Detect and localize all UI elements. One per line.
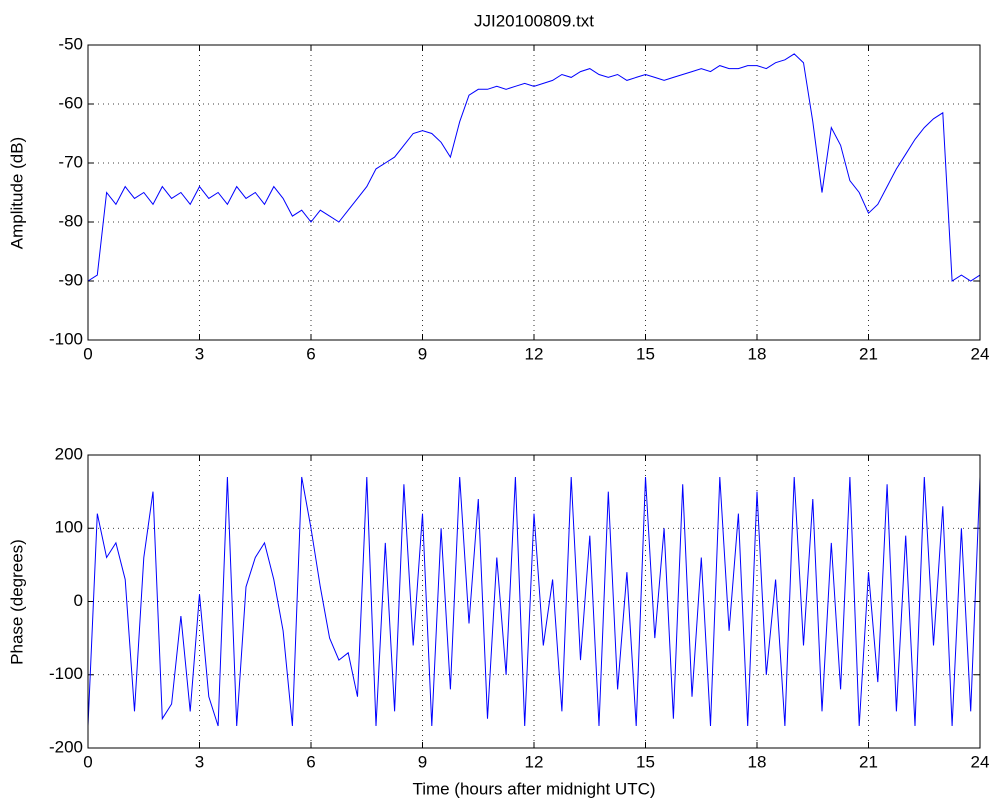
axes-box xyxy=(87,44,981,341)
x-tick-label: 0 xyxy=(83,752,92,771)
x-tick-label: 15 xyxy=(636,344,655,363)
chart-title: JJI20100809.txt xyxy=(474,11,594,30)
y-tick-label: -50 xyxy=(58,34,83,53)
y-tick-label: 100 xyxy=(55,518,83,537)
y-tick-label: 200 xyxy=(55,444,83,463)
y-tick-label: -60 xyxy=(58,93,83,112)
x-axis-label: Time (hours after midnight UTC) xyxy=(412,779,655,798)
x-tick-label: 21 xyxy=(859,344,878,363)
x-tick-label: 6 xyxy=(306,344,315,363)
x-tick-label: 0 xyxy=(83,344,92,363)
x-tick-label: 9 xyxy=(418,752,427,771)
x-tick-label: 18 xyxy=(748,344,767,363)
x-tick-label: 24 xyxy=(971,344,990,363)
y-axis-label: Phase (degrees) xyxy=(7,539,26,665)
axes-box xyxy=(87,454,981,749)
x-tick-label: 9 xyxy=(418,344,427,363)
x-tick-label: 6 xyxy=(306,752,315,771)
y-tick-label: 0 xyxy=(74,591,83,610)
x-tick-label: 18 xyxy=(748,752,767,771)
x-tick-label: 15 xyxy=(636,752,655,771)
y-tick-label: -200 xyxy=(49,737,83,756)
x-tick-label: 12 xyxy=(525,344,544,363)
x-tick-label: 3 xyxy=(195,752,204,771)
x-tick-label: 21 xyxy=(859,752,878,771)
x-tick-label: 24 xyxy=(971,752,990,771)
y-tick-label: -90 xyxy=(58,270,83,289)
data-line xyxy=(87,53,981,282)
y-tick-label: -80 xyxy=(58,211,83,230)
y-tick-label: -100 xyxy=(49,664,83,683)
data-line xyxy=(87,476,981,727)
x-tick-label: 12 xyxy=(525,752,544,771)
y-axis-label: Amplitude (dB) xyxy=(7,137,26,249)
y-tick-label: -70 xyxy=(58,152,83,171)
x-tick-label: 3 xyxy=(195,344,204,363)
y-tick-label: -100 xyxy=(49,329,83,348)
